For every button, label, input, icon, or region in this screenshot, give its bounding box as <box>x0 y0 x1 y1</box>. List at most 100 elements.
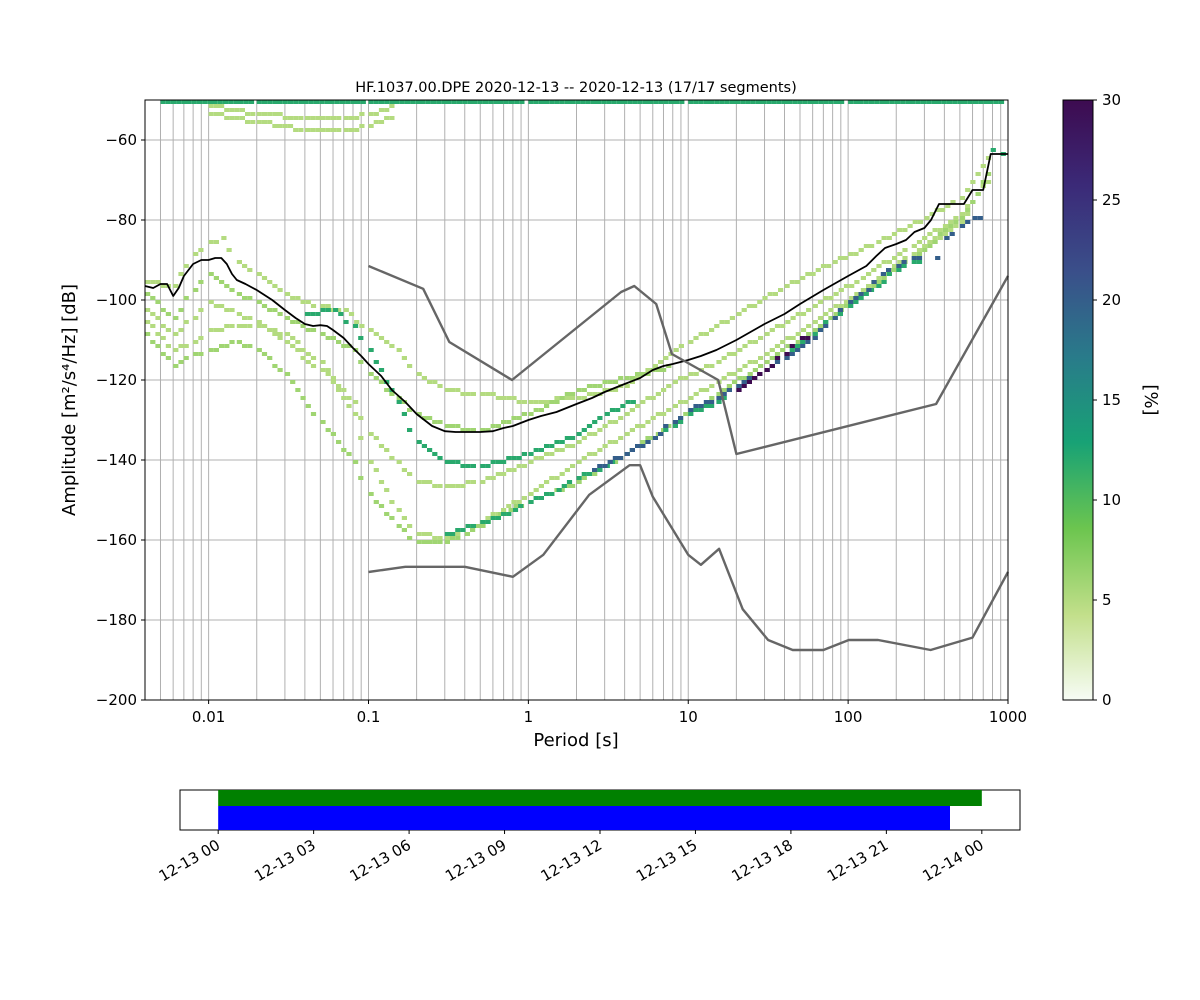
density-cell <box>611 100 617 104</box>
density-cell <box>726 384 732 388</box>
x-axis-label: Period [s] <box>533 730 618 751</box>
density-cell <box>389 500 395 504</box>
density-cell <box>886 268 892 272</box>
density-cell <box>295 296 301 300</box>
density-cell <box>863 244 869 248</box>
density-cell <box>444 532 450 536</box>
density-cell <box>145 320 151 324</box>
density-cell <box>854 280 860 284</box>
density-cell <box>310 364 317 368</box>
density-cell <box>709 396 715 400</box>
psd-curves <box>144 153 1010 652</box>
density-cell <box>229 288 235 292</box>
density-cell <box>576 440 582 444</box>
density-cell <box>506 396 512 400</box>
density-cell <box>320 308 326 312</box>
density-cell <box>549 100 555 104</box>
density-cell <box>298 116 304 120</box>
density-cell <box>635 376 641 380</box>
density-cell <box>581 436 587 440</box>
density-cell <box>432 420 438 424</box>
density-cell <box>832 260 838 264</box>
density-cell <box>396 396 402 400</box>
density-cell <box>160 100 166 104</box>
density-cell <box>245 112 251 116</box>
density-cell <box>348 312 355 316</box>
density-cell <box>866 288 872 292</box>
density-cell <box>655 368 661 372</box>
density-cell <box>953 224 959 228</box>
density-cell <box>261 324 268 328</box>
density-cell <box>336 116 342 120</box>
density-cell <box>343 128 349 132</box>
density-cell <box>261 304 268 308</box>
density-cell <box>886 236 892 240</box>
density-cell <box>325 372 331 376</box>
density-cell <box>559 472 565 476</box>
density-cell <box>389 344 395 348</box>
density-cell <box>658 360 664 364</box>
density-cell <box>441 100 447 104</box>
density-cell <box>950 200 956 204</box>
density-cell <box>828 316 834 320</box>
density-cell <box>592 432 598 436</box>
density-cell <box>866 284 872 288</box>
density-cell <box>267 356 273 360</box>
density-cell <box>508 100 515 104</box>
colorbar-gradient <box>1062 99 1094 701</box>
density-cell <box>236 260 242 264</box>
psd-axes: 0.01 0.1 1 10 100 1000 −60 −80 −100 −120 −140 −160… <box>59 99 1027 751</box>
density-cell <box>284 372 291 376</box>
density-cell <box>150 340 156 344</box>
density-cell <box>813 100 819 104</box>
density-cell <box>635 424 641 428</box>
density-cell <box>732 380 738 384</box>
density-cell <box>427 380 433 384</box>
density-cell <box>965 188 971 192</box>
density-cell <box>282 116 288 120</box>
density-cell <box>936 100 942 104</box>
density-cell <box>672 380 678 384</box>
density-cell <box>538 496 544 500</box>
density-cell <box>612 456 618 460</box>
density-cell <box>416 440 422 444</box>
density-cell <box>480 464 486 468</box>
density-cell <box>559 488 565 492</box>
density-cell <box>780 340 786 344</box>
density-cell <box>945 204 951 208</box>
density-cell <box>346 344 352 348</box>
density-cell <box>863 292 869 296</box>
density-cell <box>726 352 732 356</box>
density-cell <box>378 368 385 372</box>
density-cell <box>247 344 253 348</box>
density-cell <box>703 400 709 404</box>
density-cell <box>528 452 534 456</box>
density-cell <box>912 220 918 224</box>
density-cell <box>416 480 422 484</box>
density-cell <box>721 376 727 380</box>
density-cell <box>396 348 402 352</box>
density-cell <box>465 480 471 484</box>
density-cell <box>421 540 427 544</box>
density-cell <box>341 396 347 400</box>
density-cell <box>812 332 818 336</box>
density-cell <box>724 320 730 324</box>
density-cell <box>789 352 795 356</box>
density-cell <box>747 360 753 364</box>
density-cell <box>607 460 613 464</box>
density-cell <box>554 448 560 452</box>
density-cell <box>396 508 402 512</box>
density-cell <box>267 308 273 312</box>
density-cell <box>843 304 850 308</box>
density-cell <box>924 216 930 220</box>
density-cell <box>521 452 527 456</box>
density-cell <box>784 284 790 288</box>
density-cell <box>980 180 986 184</box>
density-cell <box>470 480 476 484</box>
density-cell <box>881 260 887 264</box>
density-cell <box>564 468 570 472</box>
y-tick-label: −200 <box>96 691 137 709</box>
density-cell <box>239 116 245 120</box>
mean-psd-curve <box>144 153 1008 433</box>
density-cell <box>629 380 635 384</box>
